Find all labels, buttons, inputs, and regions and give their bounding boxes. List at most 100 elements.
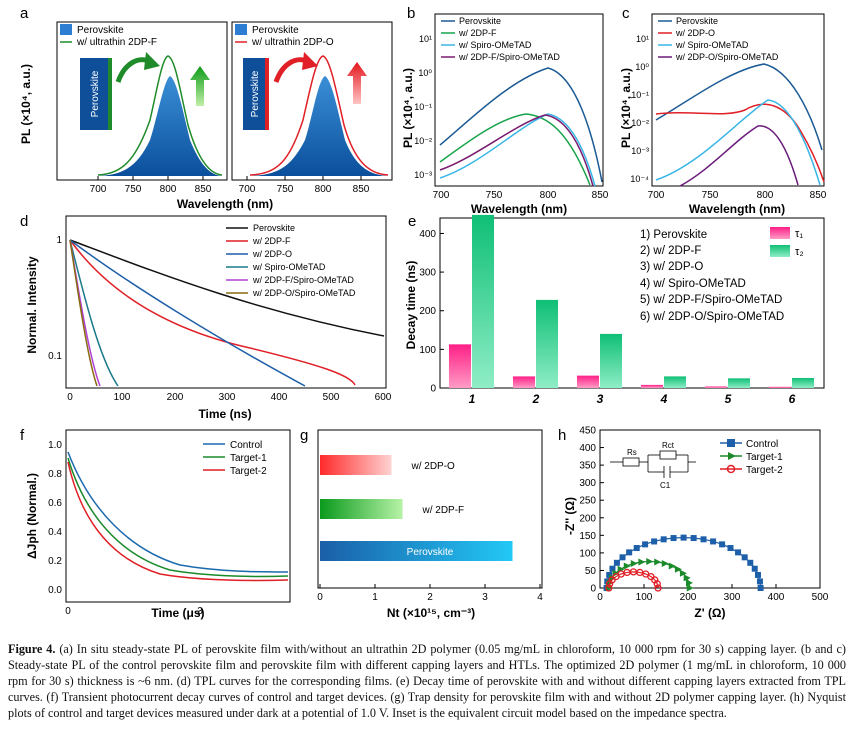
panel-h-point-target-1 — [638, 558, 646, 566]
panel-d-perovskite-line — [69, 239, 385, 337]
panel-a-left-2dpf-line — [97, 55, 223, 176]
panel-h-inset-rs: Rs — [627, 448, 637, 457]
svg-text:850: 850 — [353, 184, 370, 195]
panel-h-point-target-1 — [654, 558, 662, 566]
svg-text:Perovskite: Perovskite — [253, 223, 295, 233]
panel-e-xtick: 1 — [469, 392, 476, 406]
svg-text:10⁻³: 10⁻³ — [631, 146, 649, 156]
svg-text:3: 3 — [197, 606, 203, 617]
panel-b-2dpf-line — [439, 113, 591, 186]
svg-text:0: 0 — [65, 606, 71, 617]
panel-h-point-control — [619, 554, 626, 561]
svg-text:10⁰: 10⁰ — [635, 62, 649, 72]
panel-c-2dpo-spiro-line — [679, 125, 799, 187]
panel-h: h -Z'' (Ω) 0 50 100 150 200 250 300 350 400 450 0… — [558, 426, 829, 621]
panel-h-point-target-1 — [630, 560, 638, 568]
svg-text:700: 700 — [239, 184, 256, 195]
panel-e-tau2-label: τ₂ — [795, 246, 804, 258]
svg-text:100: 100 — [114, 392, 131, 403]
panel-h-xtick: 500 — [812, 592, 829, 603]
panel-a-right: Perovskite w/ ultrathin 2DP-O Perovskite… — [231, 21, 393, 195]
panel-e-bar-tau1-4 — [640, 384, 663, 388]
svg-text:Control: Control — [230, 440, 262, 451]
svg-text:400: 400 — [271, 392, 288, 403]
svg-text:700: 700 — [90, 184, 107, 195]
panel-d: d Normal. Intensity 1 0.1 0 100 200 300 … — [20, 213, 392, 421]
panel-g-xlabel: Nt (×10¹⁵, cm⁻³) — [387, 606, 475, 620]
svg-text:750: 750 — [277, 184, 294, 195]
svg-text:Target-1: Target-1 — [746, 452, 783, 463]
panel-h-point-control — [727, 545, 734, 552]
svg-text:10⁻¹: 10⁻¹ — [631, 90, 649, 100]
panel-d-2dpo-spiro-line — [69, 239, 98, 387]
panel-h-point-control — [642, 541, 649, 548]
panel-h-ytick: 450 — [579, 426, 596, 437]
panel-e-bars — [448, 214, 815, 388]
svg-text:0.4: 0.4 — [48, 527, 62, 538]
panel-h-ytick: 50 — [585, 566, 597, 577]
panel-h-point-control — [670, 535, 677, 542]
panel-h-point-control — [757, 585, 764, 591]
panel-g-bar-label: Perovskite — [407, 547, 454, 558]
svg-text:1.0: 1.0 — [48, 440, 62, 451]
panel-e-ytick: 300 — [419, 268, 436, 279]
panel-e-ytick: 100 — [419, 345, 436, 356]
panel-h-point-target-1 — [685, 579, 693, 587]
svg-text:w/ 2DP-F: w/ 2DP-F — [458, 28, 497, 38]
svg-text:w/ 2DP-O/Spiro-OMeTAD: w/ 2DP-O/Spiro-OMeTAD — [675, 52, 779, 62]
panel-h-point-control — [626, 549, 633, 556]
panel-e-ytick: 200 — [419, 306, 436, 317]
panel-d-ylabel: Normal. Intensity — [25, 256, 39, 354]
panel-h-point-control — [609, 565, 616, 572]
svg-text:0.1: 0.1 — [48, 351, 62, 362]
panel-c-xlabel: Wavelength (nm) — [689, 202, 785, 216]
panel-h-xtick: 100 — [636, 592, 653, 603]
panel-g-bar-perovskite — [320, 541, 513, 561]
panel-h-point-control — [751, 565, 758, 572]
panel-f-control-line — [67, 451, 289, 573]
panel-a: a PL (×10⁴, a.u.) Perovskite w/ ultrathi… — [19, 5, 393, 211]
panel-g-bar-w-2dp-f — [320, 499, 403, 519]
panel-d-xlabel: Time (ns) — [198, 407, 251, 421]
panel-e-xtick: 2 — [532, 392, 540, 406]
panel-h-point-control — [613, 559, 620, 566]
panel-d-2dpf-spiro-line — [69, 239, 101, 387]
panel-e-bar-tau2-2 — [536, 299, 559, 388]
panel-e-xtick: 4 — [660, 392, 668, 406]
panel-e-legend-2: 2) w/ 2DP-F — [640, 245, 701, 257]
panel-e-legend-5: 5) w/ 2DP-F/Spiro-OMeTAD — [640, 294, 782, 306]
panel-a-xlabel: Wavelength (nm) — [177, 197, 273, 211]
panel-h-point-control — [735, 549, 742, 556]
svg-text:Target-1: Target-1 — [230, 453, 267, 464]
panel-h-xtick: 400 — [768, 592, 785, 603]
panel-f-target2-line — [67, 461, 289, 582]
panel-h-point-control — [633, 545, 640, 552]
panel-a-left-inset-film — [80, 58, 108, 130]
svg-text:w/ 2DP-F: w/ 2DP-F — [252, 236, 291, 246]
panel-e-ylabel: Decay time (ns) — [404, 261, 418, 350]
svg-text:0: 0 — [67, 392, 73, 403]
panel-h-point-control — [719, 541, 726, 548]
panel-b: b PL (×10⁴, a.u.) 10¹ 10⁰ 10⁻¹ 10⁻² 10⁻³… — [401, 5, 609, 216]
panel-d-spiro-line — [69, 239, 119, 387]
panel-label-b: b — [407, 5, 415, 22]
svg-text:700: 700 — [648, 190, 665, 201]
panel-g: g 0 1 2 3 4 w/ 2DP-O w/ 2DP-F Perovskite Nt (×… — [300, 427, 543, 620]
panel-h-point-control — [700, 536, 707, 543]
svg-text:Perovskite: Perovskite — [676, 16, 718, 26]
panel-h-ytick: 150 — [579, 531, 596, 542]
panel-e-xticks: 1 2 3 4 5 6 — [469, 392, 796, 406]
svg-text:w/ 2DP-F/Spiro-OMeTAD: w/ 2DP-F/Spiro-OMeTAD — [458, 52, 560, 62]
panel-a-right-up-arrow — [347, 62, 367, 104]
panel-g-xtick: 4 — [537, 592, 543, 603]
panel-g-xtick: 3 — [482, 592, 488, 603]
panel-h-point-target-1 — [686, 584, 694, 592]
panel-h-point-control — [680, 534, 687, 541]
svg-text:700: 700 — [433, 190, 450, 201]
svg-text:10¹: 10¹ — [419, 34, 432, 44]
svg-text:w/ Spiro-OMeTAD: w/ Spiro-OMeTAD — [458, 40, 532, 50]
svg-text:800: 800 — [160, 184, 177, 195]
svg-text:0.6: 0.6 — [48, 498, 62, 509]
panel-g-bar-label: w/ 2DP-F — [422, 505, 465, 516]
panel-a-right-perovskite-area — [250, 76, 388, 176]
